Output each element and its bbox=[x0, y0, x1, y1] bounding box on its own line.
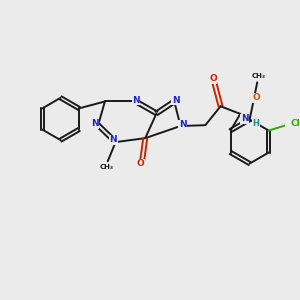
Text: O: O bbox=[136, 159, 144, 168]
Text: Cl: Cl bbox=[290, 119, 300, 128]
Text: N: N bbox=[91, 119, 99, 128]
Text: CH₃: CH₃ bbox=[252, 73, 266, 79]
Text: N: N bbox=[241, 115, 248, 124]
Text: H: H bbox=[252, 119, 259, 128]
Text: N: N bbox=[179, 120, 187, 129]
Text: N: N bbox=[132, 96, 140, 105]
Text: O: O bbox=[209, 74, 217, 83]
Text: N: N bbox=[110, 135, 117, 144]
Text: CH₃: CH₃ bbox=[99, 164, 113, 170]
Text: N: N bbox=[172, 96, 179, 105]
Text: O: O bbox=[252, 93, 260, 102]
Text: N: N bbox=[132, 96, 140, 105]
